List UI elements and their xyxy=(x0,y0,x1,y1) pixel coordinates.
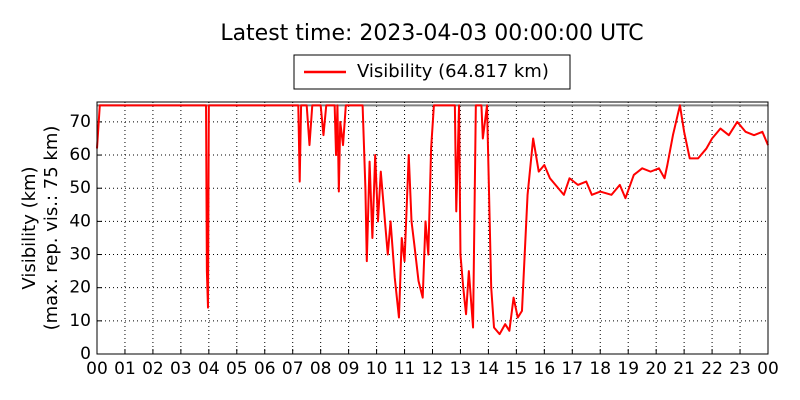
x-tick-label: 23 xyxy=(729,359,751,379)
x-tick-label: 21 xyxy=(673,359,695,379)
x-tick-label: 04 xyxy=(198,359,220,379)
x-tick-label: 19 xyxy=(617,359,639,379)
x-tick-label: 00 xyxy=(86,359,108,379)
x-tick-label: 09 xyxy=(338,359,360,379)
data-line xyxy=(96,104,769,336)
y-tick-label: 70 xyxy=(69,112,91,132)
x-tick-label: 06 xyxy=(254,359,276,379)
y-tick-label: 20 xyxy=(69,278,91,298)
y-axis-label: (max. rep. vis.: 75 km) xyxy=(41,126,62,331)
x-tick-label: 14 xyxy=(478,359,500,379)
x-tick-label: 08 xyxy=(310,359,332,379)
x-tick-label: 13 xyxy=(450,359,472,379)
x-tick-label: 07 xyxy=(282,359,304,379)
x-tick-label: 18 xyxy=(589,359,611,379)
plot-frame xyxy=(96,101,769,355)
x-tick-label: 02 xyxy=(142,359,164,379)
y-tick-label: 30 xyxy=(69,245,91,265)
y-tick-label: 40 xyxy=(69,211,91,231)
x-tick-label: 03 xyxy=(170,359,192,379)
x-tick-label: 05 xyxy=(226,359,248,379)
chart-title: Latest time: 2023-04-03 00:00:00 UTC xyxy=(220,21,643,46)
y-tick-label: 60 xyxy=(69,145,91,165)
x-tick-label: 10 xyxy=(366,359,388,379)
legend-label: Visibility (64.817 km) xyxy=(357,61,549,82)
x-tick-label: 12 xyxy=(422,359,444,379)
y-tick-label: 50 xyxy=(69,178,91,198)
y-tick-label: 10 xyxy=(69,311,91,331)
x-tick-label: 00 xyxy=(757,359,779,379)
y-tick-label: 0 xyxy=(80,344,91,364)
x-tick-label: 20 xyxy=(645,359,667,379)
y-axis-label: Visibility (km) xyxy=(19,166,40,289)
x-tick-label: 11 xyxy=(394,359,416,379)
x-tick-label: 22 xyxy=(701,359,723,379)
x-tick-label: 17 xyxy=(561,359,583,379)
x-tick-label: 15 xyxy=(506,359,528,379)
x-tick-label: 16 xyxy=(534,359,556,379)
x-tick-label: 01 xyxy=(114,359,136,379)
